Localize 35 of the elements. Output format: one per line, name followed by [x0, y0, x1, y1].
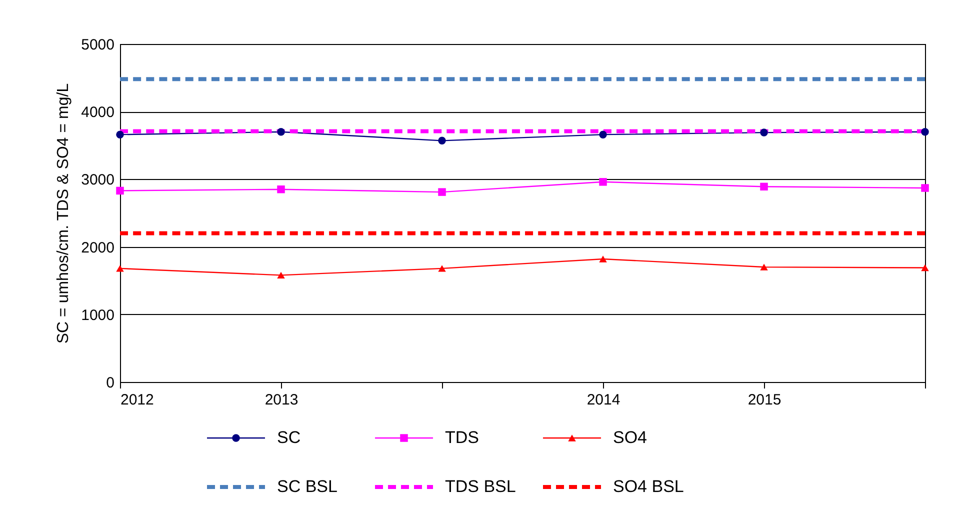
point: [760, 264, 768, 270]
point: [599, 130, 607, 138]
legend-label: SC BSL: [277, 477, 338, 496]
y-tick-label: 4000: [81, 104, 114, 122]
point: [921, 128, 929, 136]
y-tick-label: 0: [106, 374, 114, 392]
point: [760, 182, 768, 191]
point: [760, 128, 768, 136]
x-tick-label: 2014: [586, 392, 620, 408]
point: [277, 185, 285, 194]
x-tick-label: 2013: [264, 392, 298, 408]
legend-label: SO4 BSL: [613, 477, 684, 496]
point: [438, 265, 446, 272]
legend-label: SC: [277, 428, 301, 447]
point: [116, 265, 124, 272]
point: [438, 188, 446, 196]
point: [116, 130, 124, 138]
point: [116, 186, 124, 195]
x-tick-label: 2015: [748, 392, 782, 408]
y-axis-title: SC = umhos/cm. TDS & SO4 = mg/L: [55, 83, 72, 344]
point: [277, 128, 285, 136]
point: [921, 184, 929, 192]
legend-label: TDS BSL: [445, 477, 516, 496]
y-tick-label: 1000: [81, 306, 114, 324]
y-tick-label: 5000: [81, 36, 114, 54]
legend-label: TDS: [445, 428, 479, 447]
x-tick-label: 2012: [120, 392, 154, 408]
point: [599, 256, 607, 262]
point: [438, 136, 446, 145]
point: [599, 178, 607, 186]
y-tick-label: 2000: [81, 239, 114, 256]
legend-label: SO4: [613, 428, 648, 447]
point: [921, 264, 929, 272]
point: [277, 272, 285, 279]
y-tick-label: 3000: [81, 172, 114, 189]
